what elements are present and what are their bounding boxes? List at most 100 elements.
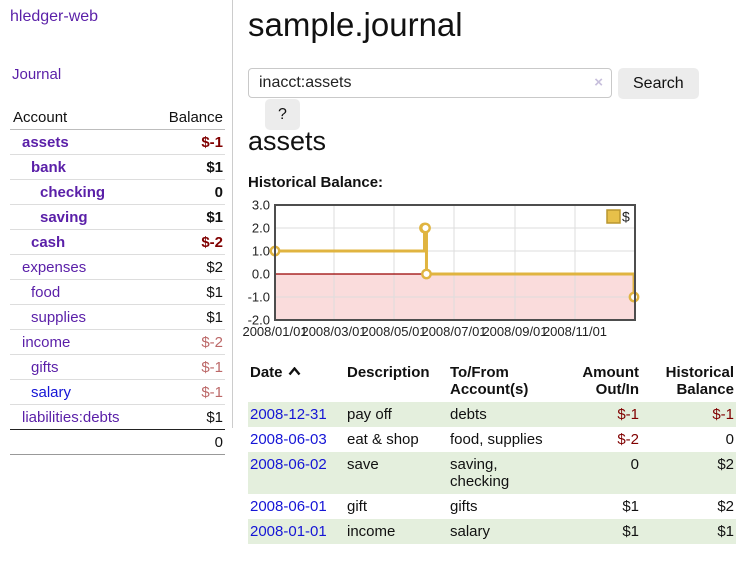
transaction-date-link[interactable]: 2008-06-03 [250, 431, 327, 448]
register-accounts-cell: salary [450, 523, 491, 540]
register-accounts-cell: debts [450, 406, 487, 423]
register-amount-cell: $-1 [617, 406, 639, 423]
account-link[interactable]: cash [31, 234, 66, 251]
account-row: expenses $2 [10, 254, 225, 280]
accounts-body: assets $-1 bank $1 checking 0 saving $1 cash $-2 e… [10, 130, 225, 430]
register-description-cell: gift [347, 498, 368, 515]
account-link[interactable]: salary [31, 384, 72, 401]
x-tick-label: 2008/11/01 [543, 324, 607, 339]
account-balance: $1 [150, 154, 225, 180]
account-balance: $-2 [150, 329, 225, 355]
accounts-header-balance: Balance [150, 105, 225, 130]
register-balance-cell: 0 [725, 431, 734, 448]
chart-title: Historical Balance: [248, 174, 384, 191]
page-title: sample.journal [248, 6, 463, 43]
account-link[interactable]: assets [22, 134, 69, 151]
register-header-amount: Amount Out/In [582, 364, 639, 398]
search-input[interactable] [248, 68, 612, 98]
main-content: sample.journal × Search? assets Historic… [242, 0, 738, 544]
y-tick-label: 2.0 [252, 221, 270, 236]
accounts-total-row: 0 [10, 429, 225, 455]
account-row: supplies $1 [10, 304, 225, 330]
account-link[interactable]: expenses [22, 259, 87, 276]
account-row: liabilities:debts $1 [10, 404, 225, 430]
legend-label: $ [622, 209, 630, 225]
account-link[interactable]: income [22, 334, 71, 351]
sidebar-item-journal[interactable]: Journal [12, 66, 62, 83]
y-tick-label: -2.0 [248, 313, 270, 328]
account-row: salary $-1 [10, 379, 225, 405]
y-tick-label: 0.0 [252, 267, 270, 282]
account-row: food $1 [10, 279, 225, 305]
register-amount-cell: $-2 [617, 431, 639, 448]
account-link[interactable]: gifts [31, 359, 59, 376]
register-row: 2008-06-03 eat & shop food, supplies $-2 0 [248, 427, 736, 452]
account-row: assets $-1 [10, 130, 225, 155]
x-tick-label: 2008/03/01 [301, 324, 366, 339]
register-row: 2008-12-31 pay off debts $-1 $-1 [248, 402, 736, 427]
accounts-header-row: Account Balance [10, 105, 225, 130]
register-row: 2008-06-02 save saving, checking 0 $2 [248, 452, 736, 494]
accounts-header-account: Account [10, 105, 151, 130]
register-description-cell: income [347, 523, 396, 540]
account-link[interactable]: bank [31, 159, 67, 176]
account-balance: $1 [150, 204, 225, 230]
app-brand-link[interactable]: hledger-web [10, 8, 99, 25]
register-balance-cell: $2 [717, 498, 734, 515]
account-row: saving $1 [10, 204, 225, 230]
account-balance: $-1 [150, 379, 225, 405]
register-header-date[interactable]: Date [248, 362, 345, 402]
account-balance: $2 [150, 254, 225, 280]
register-accounts-cell: food, supplies [450, 431, 543, 448]
legend-swatch [606, 209, 621, 224]
account-balance: 0 [150, 179, 225, 205]
x-tick-label: 2008/05/01 [361, 324, 426, 339]
account-balance: $-1 [150, 354, 225, 380]
register-description-cell: save [347, 456, 379, 473]
plot-border [274, 204, 636, 321]
x-tick-label: 2008/09/01 [482, 324, 547, 339]
account-balance: $-2 [150, 229, 225, 255]
register-balance-cell: $2 [717, 456, 734, 473]
account-row: gifts $-1 [10, 354, 225, 380]
account-heading: assets [248, 126, 327, 156]
register-accounts-cell: gifts [450, 498, 478, 515]
account-row: cash $-2 [10, 229, 225, 255]
chart-svg: $3.0 2.0 1.0 0.0 -1.0 -2.02008/01/012008/03/0… [242, 198, 640, 339]
account-link[interactable]: saving [40, 209, 88, 226]
register-amount-cell: $1 [622, 523, 639, 540]
account-link[interactable]: supplies [31, 309, 87, 326]
account-link[interactable]: checking [40, 184, 106, 201]
y-tick-label: 1.0 [252, 244, 270, 259]
clear-search-icon[interactable]: × [594, 74, 603, 91]
register-date-cell: 2008-06-03 [248, 427, 345, 452]
register-description-cell: pay off [347, 406, 392, 423]
x-tick-label: 2008/01/01 [242, 324, 307, 339]
register-date-cell: 2008-06-01 [248, 494, 345, 519]
register-amount-cell: $1 [622, 498, 639, 515]
accounts-total-spacer [10, 429, 151, 455]
transaction-date-link[interactable]: 2008-01-01 [250, 523, 327, 540]
register-header-balance: Historical Balance [665, 364, 734, 398]
register-header-account: To/From Account(s) [450, 364, 529, 398]
transaction-date-link[interactable]: 2008-12-31 [250, 406, 327, 423]
y-tick-label: -1.0 [248, 290, 270, 305]
register-date-cell: 2008-01-01 [248, 519, 345, 544]
data-point-marker [420, 222, 431, 234]
help-button[interactable]: ? [265, 99, 300, 130]
register-body: 2008-12-31 pay off debts $-1 $-1 2008-06-03 ea… [248, 402, 736, 544]
register-balance-cell: $-1 [712, 406, 734, 423]
search-button[interactable]: Search [618, 68, 699, 99]
account-row: checking 0 [10, 179, 225, 205]
account-balance: $-1 [201, 134, 223, 151]
register-header-row: Date Description To/From Account(s) Amou… [248, 362, 736, 402]
account-balance: $1 [150, 404, 225, 430]
account-link[interactable]: liabilities:debts [22, 409, 120, 426]
register-description-cell: eat & shop [347, 431, 419, 448]
register-row: 2008-01-01 income salary $1 $1 [248, 519, 736, 544]
account-link[interactable]: food [31, 284, 61, 301]
register-row: 2008-06-01 gift gifts $1 $2 [248, 494, 736, 519]
transaction-date-link[interactable]: 2008-06-01 [250, 498, 327, 515]
transaction-date-link[interactable]: 2008-06-02 [250, 456, 327, 473]
accounts-table: Account Balance assets $-1 bank $1 checking 0… [10, 105, 225, 455]
